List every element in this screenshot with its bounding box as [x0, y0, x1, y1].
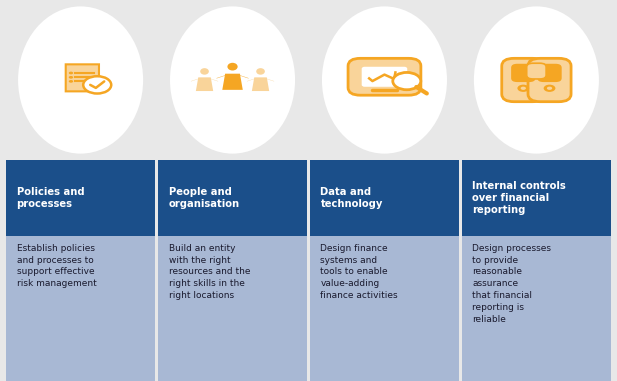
Circle shape: [518, 85, 529, 92]
Circle shape: [68, 80, 73, 83]
Ellipse shape: [200, 68, 209, 75]
Ellipse shape: [170, 6, 295, 154]
Polygon shape: [93, 88, 99, 91]
FancyBboxPatch shape: [158, 236, 307, 381]
FancyBboxPatch shape: [6, 160, 155, 236]
FancyBboxPatch shape: [526, 63, 547, 75]
Polygon shape: [222, 74, 242, 90]
Circle shape: [83, 76, 111, 93]
FancyBboxPatch shape: [310, 236, 459, 381]
Circle shape: [547, 86, 552, 90]
FancyBboxPatch shape: [6, 0, 155, 160]
FancyBboxPatch shape: [502, 58, 545, 102]
Text: Design processes
to provide
reasonable
assurance
that financial
reporting is
rel: Design processes to provide reasonable a…: [473, 244, 552, 323]
Circle shape: [544, 85, 555, 92]
FancyBboxPatch shape: [158, 0, 307, 160]
FancyBboxPatch shape: [462, 160, 611, 236]
Ellipse shape: [474, 6, 599, 154]
Text: Data and
technology: Data and technology: [320, 187, 383, 209]
Text: Design finance
systems and
tools to enable
value-adding
finance activities: Design finance systems and tools to enab…: [320, 244, 398, 300]
FancyBboxPatch shape: [537, 64, 561, 82]
Polygon shape: [252, 77, 269, 91]
Ellipse shape: [322, 6, 447, 154]
Circle shape: [521, 86, 526, 90]
Circle shape: [393, 72, 421, 90]
Text: People and
organisation: People and organisation: [168, 187, 239, 209]
FancyBboxPatch shape: [462, 0, 611, 160]
FancyBboxPatch shape: [511, 64, 536, 82]
Ellipse shape: [18, 6, 143, 154]
Circle shape: [68, 72, 73, 74]
Text: Internal controls
over financial
reporting: Internal controls over financial reporti…: [473, 181, 566, 215]
Circle shape: [68, 76, 73, 78]
FancyBboxPatch shape: [528, 58, 571, 102]
FancyBboxPatch shape: [462, 236, 611, 381]
Polygon shape: [196, 77, 213, 91]
Text: Policies and
processes: Policies and processes: [17, 187, 84, 209]
FancyBboxPatch shape: [158, 160, 307, 236]
FancyBboxPatch shape: [310, 0, 459, 160]
Text: Build an entity
with the right
resources and the
right skills in the
right locat: Build an entity with the right resources…: [168, 244, 250, 300]
FancyBboxPatch shape: [527, 63, 546, 79]
FancyBboxPatch shape: [362, 67, 407, 87]
Ellipse shape: [256, 68, 265, 75]
Text: Establish policies
and processes to
support effective
risk management: Establish policies and processes to supp…: [17, 244, 96, 288]
FancyBboxPatch shape: [348, 58, 421, 95]
FancyBboxPatch shape: [6, 236, 155, 381]
Polygon shape: [66, 64, 99, 91]
Ellipse shape: [228, 63, 238, 70]
FancyBboxPatch shape: [310, 160, 459, 236]
